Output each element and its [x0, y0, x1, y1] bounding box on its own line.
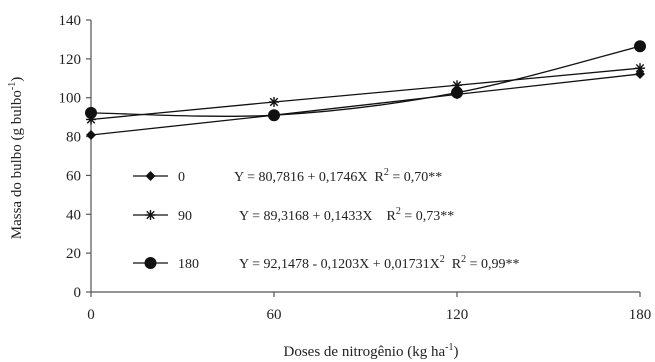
y-axis-title: Massa do bulbo (g bulbo-1) — [7, 77, 25, 240]
y-tick-label: 0 — [74, 285, 82, 301]
y-tick-label: 120 — [59, 52, 82, 68]
data-point-90-60 — [269, 96, 279, 107]
legend-label: 180 — [178, 257, 199, 272]
y-tick-label: 140 — [59, 13, 82, 29]
x-axis-title: Doses de nitrogênio (kg ha-1) — [284, 342, 459, 360]
legend-marker-180 — [144, 257, 157, 269]
data-point-180-120 — [451, 86, 463, 99]
legend-label: 90 — [178, 209, 192, 224]
data-point-90-180 — [635, 63, 645, 74]
series-markers — [85, 40, 646, 141]
y-tick-label: 20 — [66, 246, 81, 262]
regression-equation-180: Y = 92,1478 - 0,1203X + 0,01731X2 R2 = 0… — [239, 254, 520, 272]
x-tick-label: 180 — [629, 307, 652, 323]
legend-entry-90: 90 Y = 89,3168 + 0,1433X R2 = 0,73** — [133, 206, 454, 224]
legend-label: 0 — [178, 170, 185, 185]
data-point-180-180 — [634, 40, 646, 53]
y-tick-label: 80 — [66, 130, 81, 146]
series-line-180 — [90, 45, 641, 117]
series-line-90 — [90, 67, 641, 121]
legend-entry-180: 180 Y = 92,1478 - 0,1203X + 0,01731X2 R2 … — [133, 254, 520, 272]
tick-labels: 0 20 40 60 80 100 120 140 0 60 120 180 — [59, 13, 652, 323]
legend: 0 Y = 80,7816 + 0,1746X R2 = 0,70** 90 Y = … — [133, 167, 520, 272]
x-tick-label: 0 — [87, 307, 95, 323]
regression-equation-0: Y = 80,7816 + 0,1746X R2 = 0,70** — [234, 167, 442, 185]
data-point-180-0 — [85, 106, 97, 119]
legend-entry-0: 0 Y = 80,7816 + 0,1746X R2 = 0,70** — [133, 167, 442, 185]
y-tick-label: 60 — [66, 168, 81, 184]
y-tick-label: 40 — [66, 207, 81, 223]
legend-marker-90 — [145, 210, 156, 220]
y-tick-label: 100 — [59, 91, 82, 107]
axes — [86, 19, 641, 297]
legend-marker-0 — [145, 171, 156, 181]
data-point-0-0 — [86, 130, 96, 141]
x-tick-label: 120 — [446, 307, 469, 323]
regression-equation-90: Y = 89,3168 + 0,1433X R2 = 0,73** — [239, 206, 454, 224]
series-lines — [90, 45, 641, 136]
x-tick-label: 60 — [267, 307, 282, 323]
data-point-180-60 — [268, 109, 280, 122]
series-line-0 — [90, 73, 641, 136]
